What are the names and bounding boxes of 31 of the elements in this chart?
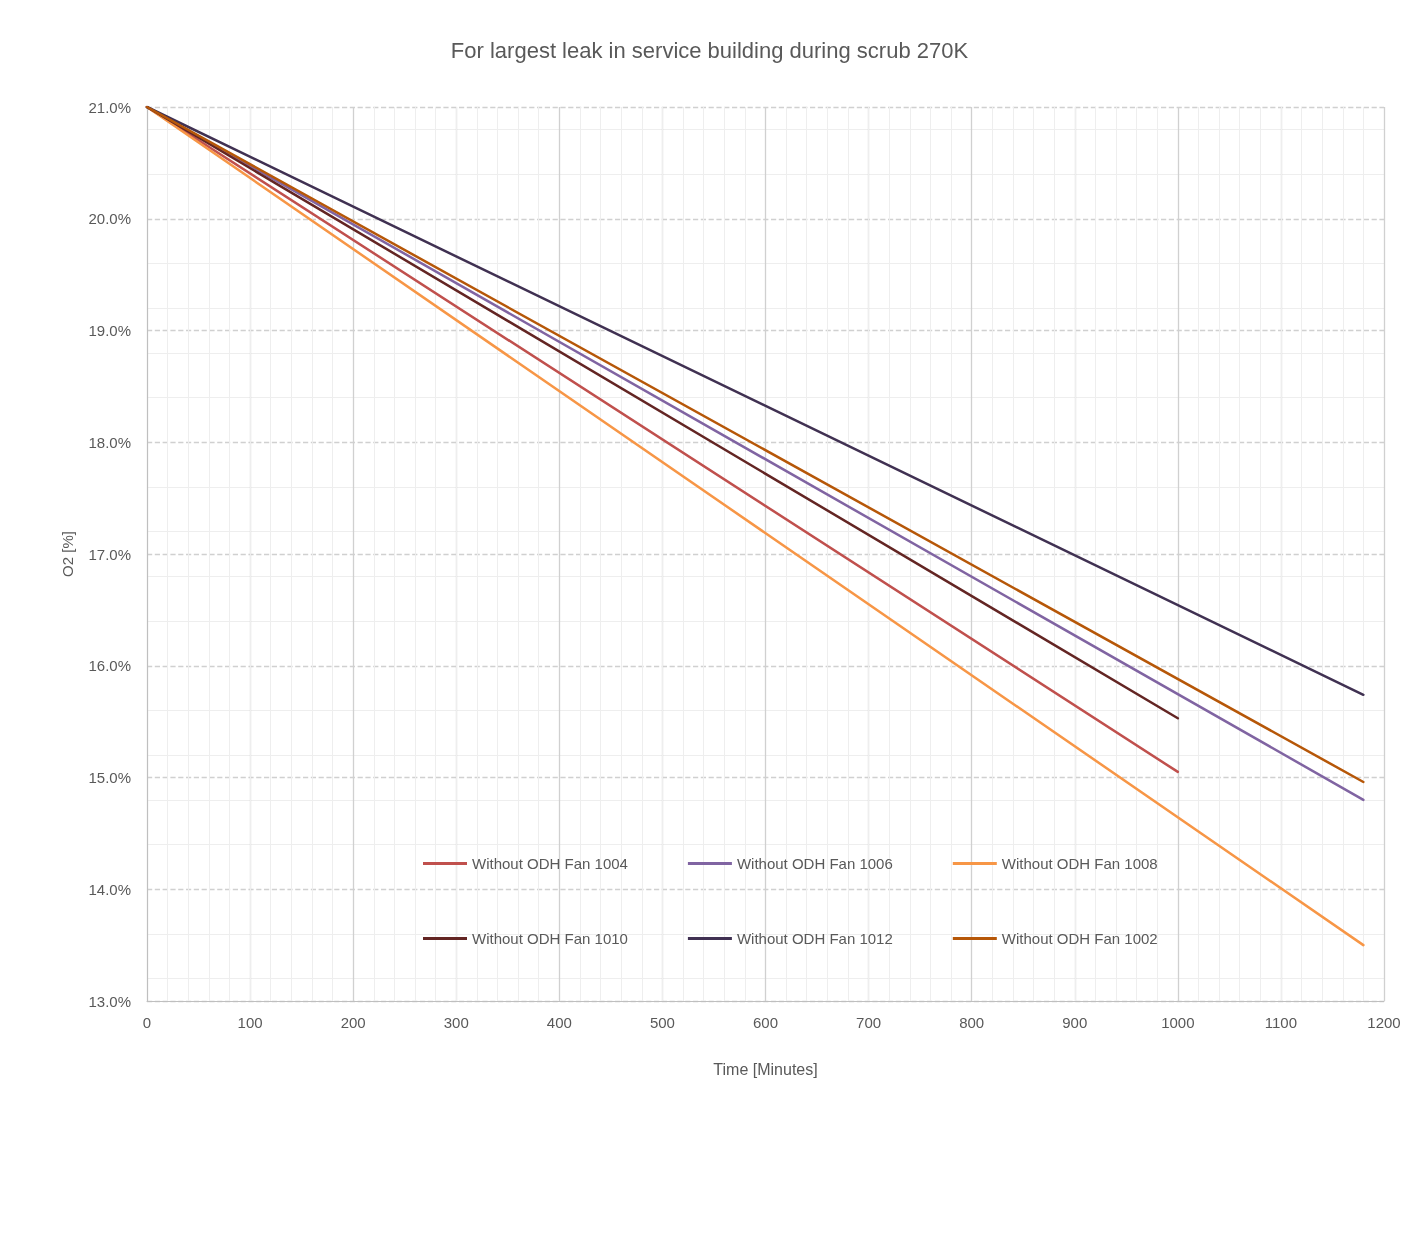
x-axis-title: Time [Minutes] xyxy=(713,1060,818,1078)
y-tick-label: 16.0% xyxy=(88,657,131,675)
x-tick-label: 200 xyxy=(340,1014,366,1031)
x-tick-label: 100 xyxy=(237,1014,263,1031)
x-tick-label: 900 xyxy=(1062,1014,1088,1031)
y-tick-label: 14.0% xyxy=(88,880,131,898)
x-tick-label: 800 xyxy=(959,1014,985,1031)
x-tick-label: 600 xyxy=(752,1014,779,1031)
y-tick-label: 17.0% xyxy=(88,545,131,563)
x-tick-label: 1100 xyxy=(1264,1014,1298,1031)
legend-label: Without ODH Fan 1006 xyxy=(736,855,893,872)
x-tick-label: 500 xyxy=(649,1014,675,1031)
legend-label: Without ODH Fan 1012 xyxy=(736,930,893,947)
y-tick-label: 15.0% xyxy=(88,769,131,786)
y-tick-label: 13.0% xyxy=(88,992,131,1010)
x-tick-label: 1200 xyxy=(1367,1014,1401,1031)
legend-label: Without ODH Fan 1004 xyxy=(472,855,628,872)
x-tick-label: 700 xyxy=(856,1014,882,1031)
x-tick-label: 1000 xyxy=(1161,1014,1195,1031)
legend-label: Without ODH Fan 1002 xyxy=(1001,930,1158,947)
x-tick-label: 300 xyxy=(443,1014,469,1031)
y-tick-label: 19.0% xyxy=(88,322,131,339)
y-tick-label: 20.0% xyxy=(88,210,131,228)
x-tick-label: 0 xyxy=(142,1014,152,1031)
y-tick-label: 18.0% xyxy=(88,433,131,451)
y-axis-title: O2 [%] xyxy=(59,531,76,577)
legend-label: Without ODH Fan 1010 xyxy=(472,930,628,947)
y-tick-label: 21.0% xyxy=(88,98,131,116)
chart-title: For largest leak in service building during scrub 270K xyxy=(450,37,969,63)
x-tick-label: 400 xyxy=(546,1014,572,1031)
legend-label: Without ODH Fan 1008 xyxy=(1001,855,1158,872)
